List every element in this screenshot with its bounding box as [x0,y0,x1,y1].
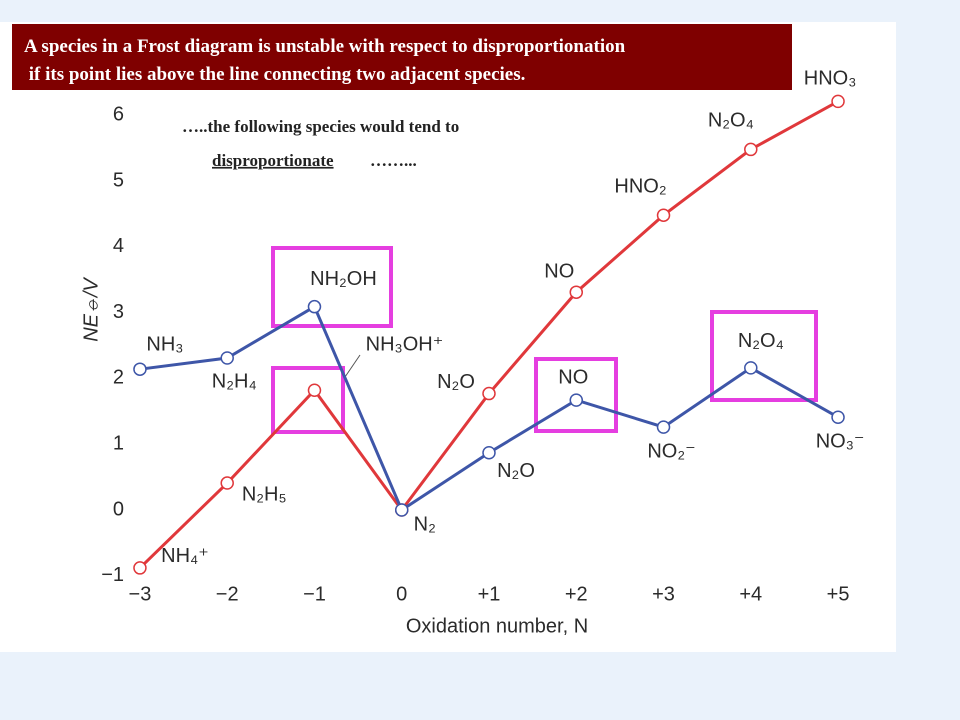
highlight-boxes [271,246,818,434]
species-label: N₂H₄ [212,370,257,392]
y-tick-label: 6 [113,103,124,125]
species-label: N₂O [437,371,475,393]
data-point [307,299,322,314]
x-axis-title: Oxidation number, N [406,615,588,637]
data-point [133,561,147,575]
y-tick-label: 1 [113,432,124,454]
highlight-box [271,246,393,328]
y-tick-label: 3 [113,301,124,323]
highlight-box [710,310,818,402]
data-point [569,285,584,299]
species-label: NH₃OH⁺ [366,334,444,356]
x-tick-label: +4 [739,583,762,605]
leader-line [344,354,361,378]
banner-line: A species in a Frost diagram is unstable… [24,36,626,57]
x-tick-label: −2 [216,583,239,605]
species-label: NO₂⁻ [647,440,695,462]
species-label: NO₃⁻ [816,431,865,453]
species-label: NH₄⁺ [161,545,209,567]
highlight-box [534,357,618,433]
data-point [482,446,496,460]
highlight-box [271,366,345,434]
annotation: disproportionate [212,151,334,170]
data-point [831,94,845,109]
chart-background [0,22,896,652]
y-tick-label: 2 [113,367,124,389]
x-tick-label: 0 [396,583,407,605]
x-tick-label: −1 [303,583,326,605]
x-tick-label: +2 [565,583,588,605]
data-point [220,476,234,490]
data-point [220,351,234,365]
y-tick-label: 5 [113,169,124,191]
data-point [656,208,671,222]
data-point [482,386,496,401]
species-label: N₂O₄ [708,110,754,132]
data-point [133,362,147,376]
data-point [394,503,409,517]
species-label: HNO₃ [804,68,857,90]
data-point [831,410,845,424]
x-tick-label: +1 [478,583,501,605]
y-tick-label: −1 [101,564,124,586]
data-point [569,393,584,407]
annotation: ……... [370,151,417,170]
data-point [656,420,671,434]
species-label: N₂O [497,460,535,482]
annotation: …..the following species would tend to [182,117,459,136]
species-label: NH₃ [146,333,183,355]
banner-line: if its point lies above the line connect… [24,64,525,85]
species-label: N₂ [414,513,436,535]
species-label: NO [544,260,574,282]
banner [12,24,792,90]
x-tick-label: +3 [652,583,675,605]
species-label: N₂O₄ [738,330,784,352]
data-point [744,361,758,375]
x-tick-label: +5 [827,583,850,605]
y-tick-label: 4 [113,235,124,257]
species-label: N₂H₅ [242,483,287,505]
species-label: HNO₂ [614,176,666,198]
x-tick-label: −3 [129,583,152,605]
species-label: NO [558,366,588,388]
data-point [307,383,322,398]
data-point [744,142,758,157]
y-axis-title: NE⦵/V [80,277,102,342]
species-label: NH₂OH [310,268,377,290]
plot: −3 −2 −1 0 +1 +2 +3 +4 +5 −1 0 1 2 3 4 5 6 NH₄⁺ N₂H₅ NH₃OH⁺… [101,68,864,606]
y-tick-label: 0 [113,498,124,520]
